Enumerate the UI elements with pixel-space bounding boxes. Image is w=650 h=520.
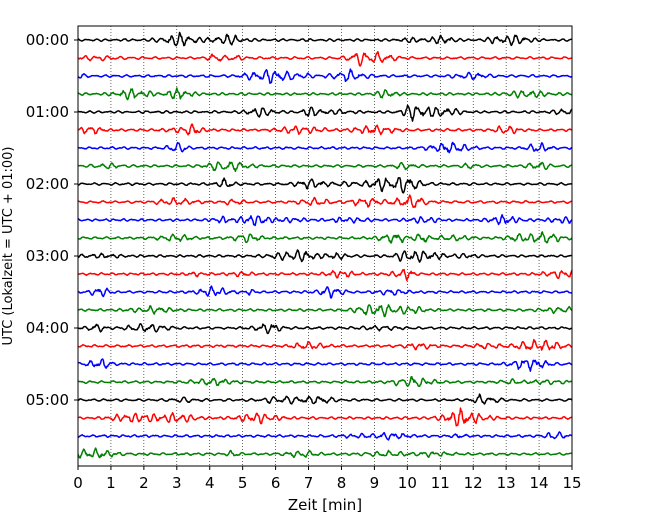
trace-23: [77, 447, 573, 459]
trace-21: [77, 407, 573, 427]
trace-3: [77, 87, 573, 101]
trace-9: [77, 194, 573, 208]
x-tick-label-15: 15: [562, 474, 581, 492]
x-tick-label-13: 13: [497, 474, 516, 492]
trace-11: [77, 231, 573, 244]
x-tick-label-0: 0: [73, 474, 83, 492]
grid: [110, 26, 540, 466]
x-tick-label-14: 14: [530, 474, 549, 492]
x-tick-label-5: 5: [238, 474, 248, 492]
trace-13: [77, 268, 573, 282]
trace-17: [77, 338, 573, 351]
x-tick-label-10: 10: [398, 474, 417, 492]
plot-frame: [77, 25, 573, 467]
trace-1: [77, 50, 573, 67]
y-tick-label-03:00: 03:00: [26, 247, 69, 265]
y-tick-label-00:00: 00:00: [26, 31, 69, 49]
trace-8: [77, 177, 573, 194]
x-tick-label-2: 2: [139, 474, 149, 492]
x-tick-label-9: 9: [370, 474, 380, 492]
y-tick-label-05:00: 05:00: [26, 391, 69, 409]
x-tick-label-11: 11: [431, 474, 450, 492]
y-tick-label-01:00: 01:00: [26, 103, 69, 121]
x-tick-label-7: 7: [304, 474, 314, 492]
trace-6: [77, 141, 573, 154]
trace-2: [77, 68, 573, 85]
traces: [77, 31, 573, 459]
trace-5: [77, 123, 573, 136]
x-tick-label-3: 3: [172, 474, 182, 492]
x-axis: 0 1 2 3 4 5 6 7 8 9 10 11 12 13 14 15: [73, 466, 582, 492]
x-tick-label-1: 1: [106, 474, 116, 492]
trace-16: [77, 323, 573, 335]
trace-7: [77, 161, 573, 173]
trace-10: [77, 214, 573, 227]
trace-22: [77, 431, 573, 441]
trace-20: [77, 393, 573, 405]
trace-0: [77, 31, 573, 47]
x-tick-label-4: 4: [205, 474, 215, 492]
trace-19: [77, 375, 573, 388]
x-tick-label-6: 6: [271, 474, 281, 492]
y-axis-title: UTC (Lokalzeit = UTC + 01:00): [1, 147, 16, 346]
y-tick-label-02:00: 02:00: [26, 175, 69, 193]
trace-18: [77, 358, 573, 372]
x-tick-label-8: 8: [337, 474, 347, 492]
y-axis: 00:00 01:00 02:00 03:00 04:00 05:00: [26, 31, 78, 409]
trace-15: [77, 304, 573, 318]
trace-12: [77, 249, 573, 263]
trace-4: [77, 104, 573, 122]
trace-14: [77, 285, 573, 299]
x-tick-label-12: 12: [464, 474, 483, 492]
y-tick-label-04:00: 04:00: [26, 319, 69, 337]
x-axis-title: Zeit [min]: [288, 496, 362, 514]
